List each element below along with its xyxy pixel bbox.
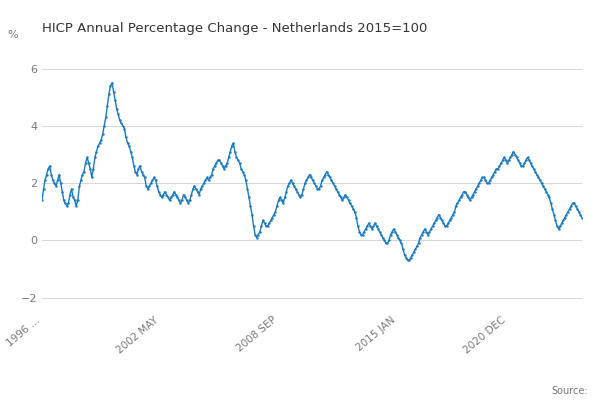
Text: HICP Annual Percentage Change - Netherlands 2015=100: HICP Annual Percentage Change - Netherla… xyxy=(42,22,427,35)
Text: Source:: Source: xyxy=(551,386,588,396)
Line: HICP Annual Percentage Change - Netherlands 2015=100: HICP Annual Percentage Change - Netherla… xyxy=(41,82,583,262)
Y-axis label: %: % xyxy=(7,30,17,40)
